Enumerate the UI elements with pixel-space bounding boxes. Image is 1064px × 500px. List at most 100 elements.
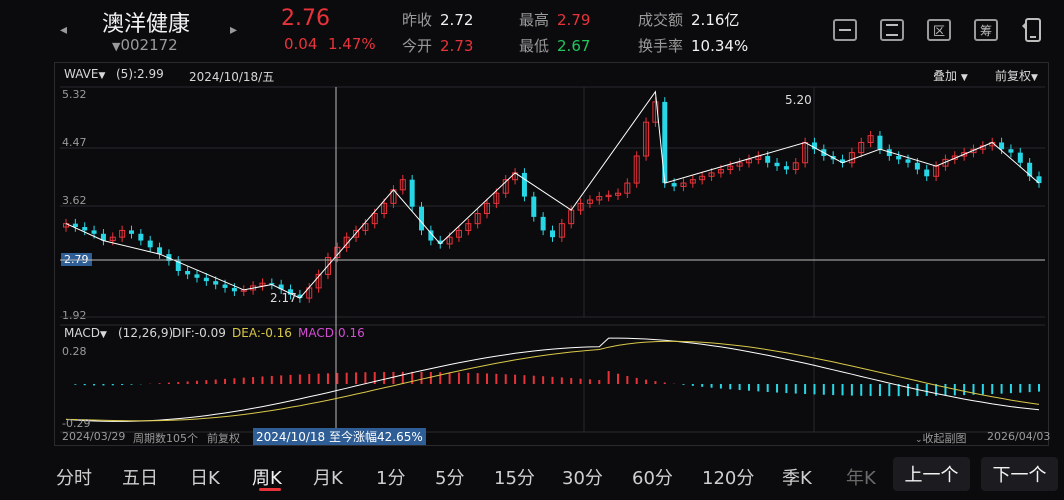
candle-body [924,169,930,177]
sub-indicator-select[interactable]: MACD▼ [64,326,107,340]
stock-code-row[interactable]: ▼002172 [112,36,178,54]
tab-5min[interactable]: 5分 [435,468,465,489]
candle-body [399,179,406,191]
candle-body [324,256,331,275]
macd-bars-group [74,371,1040,397]
candle-body [577,202,584,211]
tab-120min[interactable]: 120分 [702,468,755,489]
tab-jik[interactable]: 季K [782,468,812,489]
tab-wuri[interactable]: 五日 [122,468,158,489]
next-stock-button[interactable]: 下一个 [981,457,1058,491]
candlestick-chart[interactable] [54,62,1049,446]
stat-prev-close: 昨收 2.72 [402,11,474,29]
collapse-subchart-button[interactable]: ⌄收起副图 [915,432,967,445]
tab-yuek[interactable]: 月K [313,468,343,489]
indicator-select[interactable]: WAVE▼ [64,67,106,81]
candle-body [128,230,134,234]
candle-body [717,169,724,174]
candle-body [502,179,509,194]
dea-line [65,340,1040,422]
period-count: 周期数105个 [133,432,198,445]
chart-box-icon[interactable] [880,19,904,41]
candle-body [371,213,378,225]
annotation-low: 2.17 [270,291,297,305]
range-info-badge: 2024/10/18 至今涨幅42.65% [253,428,426,445]
candle-body [474,213,481,225]
candle-body [540,216,546,231]
candle-body [428,230,434,241]
candle-body [419,206,425,231]
overlay-select[interactable]: 叠加 ▼ [933,69,968,83]
price-change: 0.04 [284,35,318,53]
dropdown-caret-icon: ▼ [98,71,106,81]
candle-body [605,194,612,198]
candle-body [222,284,228,288]
y-tick: 1.92 [62,309,87,322]
candle-body [774,162,780,167]
indicator-param: (5):2.99 [116,67,164,81]
switch-device-icon[interactable] [1020,17,1044,43]
macd-params: (12,26,9) [118,326,174,340]
period-tab-bar: 分时 五日 日K 周K 月K 1分 5分 15分 30分 60分 120分 季K… [0,455,1064,500]
candle-body [297,294,303,299]
prev-stock-arrow-icon[interactable]: ◂ [60,22,68,38]
candle-body [185,271,191,275]
active-tab-indicator [259,488,281,491]
macd-y-bottom: -0.29 [62,417,91,430]
tab-zhouk[interactable]: 周K [252,468,282,489]
candle-body [708,172,715,177]
candle-body [72,223,78,228]
stat-open: 今开 2.73 [402,37,474,55]
footer-adjust: 前复权 [207,432,240,445]
y-tick: 3.62 [62,194,87,207]
candle-body [157,247,163,255]
candle-body [550,230,555,238]
candle-body [531,196,537,217]
candle-body [213,281,219,285]
macd-value: MACD:0.16 [298,326,365,340]
candle-body [381,202,388,214]
wave-line [65,90,1040,299]
candle-body [175,260,181,271]
candle-body [633,155,640,184]
chart-panel[interactable] [54,62,1049,446]
macd-dea: DEA:-0.16 [232,326,292,340]
candle-body [521,172,527,197]
tab-fenshi[interactable]: 分时 [56,468,92,489]
crosshair-date: 2024/10/18/五 [189,70,275,84]
annotation-high: 5.20 [785,93,812,107]
candle-body [914,162,920,170]
candle-body [446,236,453,245]
start-date: 2024/03/29 [62,430,126,443]
candle-body [147,240,153,248]
candle-body [736,162,743,167]
adjust-select[interactable]: 前复权▼ [995,69,1038,83]
minus-box-icon[interactable] [833,19,857,41]
candle-body [353,229,360,238]
tab-60min[interactable]: 60分 [632,468,673,489]
tab-niank[interactable]: 年K [846,468,876,489]
candle-body [315,273,322,289]
chip-box-icon[interactable]: 筹 [974,19,998,41]
tab-30min[interactable]: 30分 [562,468,603,489]
next-stock-arrow-icon[interactable]: ▸ [230,22,238,38]
candle-body [586,199,593,204]
district-box-icon[interactable]: 区 [927,19,951,41]
prev-stock-button[interactable]: 上一个 [893,457,970,491]
candle-body [1017,152,1023,163]
candle-body [194,274,200,278]
candle-body [745,158,752,164]
dropdown-caret-icon: ▼ [960,73,968,83]
tab-rik[interactable]: 日K [190,468,220,489]
tab-15min[interactable]: 15分 [494,468,535,489]
candle-body [82,227,88,231]
candle-body [848,152,855,164]
tab-1min[interactable]: 1分 [376,468,406,489]
y-tick: 4.47 [62,136,87,149]
candle-body [91,230,97,234]
candle-body [278,284,284,290]
candle-body [493,192,500,204]
candle-body [288,289,294,295]
candle-body [886,149,892,156]
candle-body [1008,149,1014,153]
